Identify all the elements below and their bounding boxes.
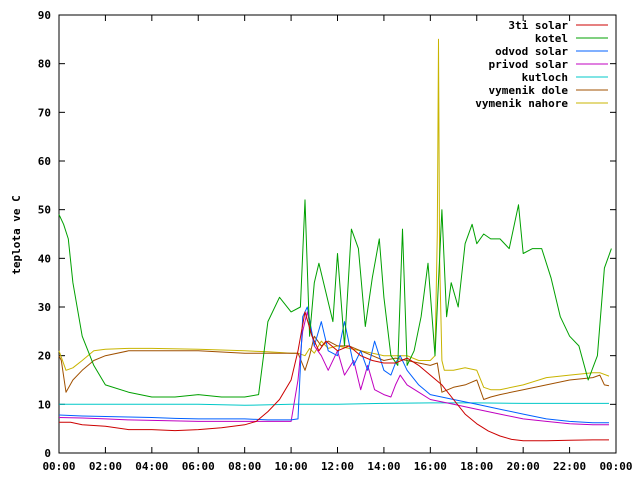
y-tick-label: 30 (38, 301, 51, 314)
x-tick-label: 16:00 (414, 460, 447, 473)
legend-label: odvod solar (495, 45, 568, 58)
x-tick-label: 00:00 (42, 460, 75, 473)
y-tick-label: 60 (38, 155, 51, 168)
series-line-vymenik-nahore (58, 38, 610, 391)
y-tick-label: 20 (38, 350, 51, 363)
x-tick-label: 00:00 (599, 460, 632, 473)
x-axis-ticks: 00:00 02:00 04:00 06:00 08:00 10:00 12:00 14:00… (42, 15, 633, 473)
legend-label: kutloch (522, 71, 568, 84)
series-line-kotel (58, 199, 612, 398)
y-tick-label: 80 (38, 58, 51, 71)
x-tick-label: 14:00 (367, 460, 400, 473)
y-tick-label: 70 (38, 106, 51, 119)
x-tick-label: 06:00 (182, 460, 215, 473)
series-layer (58, 38, 612, 442)
series-line-3ti-solar (59, 311, 609, 442)
legend-label: vymenik dole (489, 84, 569, 97)
x-tick-label: 04:00 (135, 460, 168, 473)
legend-label: vymenik nahore (475, 97, 568, 110)
series-line-vymenik-dole (58, 335, 610, 400)
x-tick-label: 12:00 (321, 460, 354, 473)
series-line-kutloch (59, 402, 609, 406)
y-axis-label: teplota ve C (10, 195, 23, 274)
x-tick-label: 08:00 (228, 460, 261, 473)
x-tick-label: 22:00 (553, 460, 586, 473)
legend-label: privod solar (489, 58, 569, 71)
y-axis-ticks: 0 10 20 30 40 50 60 70 80 90 (38, 9, 616, 460)
x-tick-label: 10:00 (275, 460, 308, 473)
x-tick-label: 20:00 (507, 460, 540, 473)
legend-label: kotel (535, 32, 568, 45)
y-tick-label: 90 (38, 9, 51, 22)
series-line-odvod-solar (58, 306, 609, 424)
y-tick-label: 0 (44, 447, 51, 460)
series-line-privod-solar (58, 311, 609, 426)
x-tick-label: 18:00 (460, 460, 493, 473)
y-tick-label: 50 (38, 204, 51, 217)
legend-label: 3ti solar (508, 19, 568, 32)
y-tick-label: 40 (38, 252, 51, 265)
x-tick-label: 02:00 (89, 460, 122, 473)
y-tick-label: 10 (38, 398, 51, 411)
